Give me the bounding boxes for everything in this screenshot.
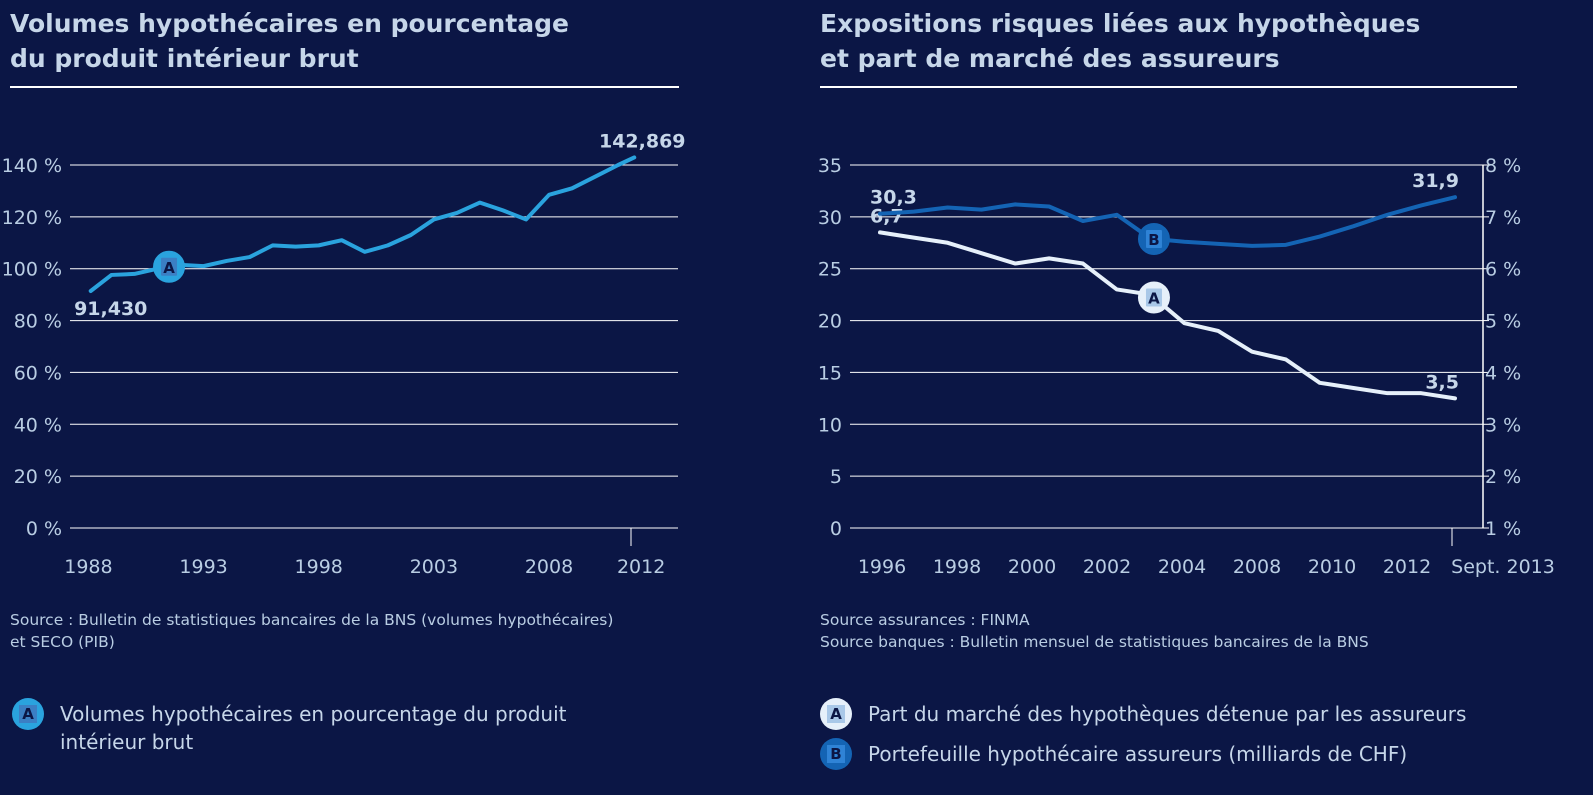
left-series-badge-a-box xyxy=(161,257,178,276)
left-y-tick-label: 0 % xyxy=(26,518,62,540)
left-y-tick-label: 100 % xyxy=(2,259,62,281)
right-legend-badge-letter: A xyxy=(827,705,845,723)
right-x-tick-label: 2008 xyxy=(1233,556,1281,578)
left-end-value-label: 142,869 xyxy=(599,130,686,152)
left-legend-badge-a: A xyxy=(12,698,44,730)
left-source-text: Source : Bulletin de statistiques bancai… xyxy=(10,611,614,651)
right-left-axis-tick-label: 10 xyxy=(818,414,842,436)
right-start-value-label: 30,3 xyxy=(870,187,917,209)
left-legend-text: Volumes hypothécaires en pourcentage du … xyxy=(60,702,567,754)
left-start-value-label: 91,430 xyxy=(74,298,147,320)
right-right-axis-tick-label: 1 % xyxy=(1485,518,1521,540)
right-x-tick-label: 2002 xyxy=(1083,556,1131,578)
right-x-tick-label: 2012 xyxy=(1383,556,1431,578)
left-x-tick-label: 2008 xyxy=(525,556,573,578)
left-series-badge-a: A xyxy=(153,250,186,283)
left-x-tick-label: 2003 xyxy=(410,556,458,578)
right-x-tick-label: 2004 xyxy=(1158,556,1206,578)
right-legend-badge-a: A xyxy=(820,698,852,730)
right-left-axis-tick-label: 15 xyxy=(818,362,842,384)
right-series-badge-b-box xyxy=(1145,229,1162,248)
right-legend-text: Part du marché des hypothèques détenue p… xyxy=(868,702,1467,726)
left-x-tick-label: 2012 xyxy=(617,556,665,578)
left-x-tick-labels: 1988 1993 1998 2003 2008 2012 xyxy=(64,556,665,578)
right-right-axis-tick-label: 8 % xyxy=(1485,155,1521,177)
right-x-tick-label: Sept. 2013 xyxy=(1451,556,1555,578)
left-legend-badge-letter: A xyxy=(19,705,37,723)
right-legend-item: B Portefeuille hypothécaire assureurs (mi… xyxy=(820,738,1408,770)
right-left-axis-tick-label: 5 xyxy=(830,466,842,488)
right-legend-text: Portefeuille hypothécaire assureurs (mil… xyxy=(868,742,1408,766)
left-x-tick-label: 1998 xyxy=(295,556,343,578)
right-left-axis-tick-label: 30 xyxy=(818,207,842,229)
left-y-tick-label: 80 % xyxy=(14,311,62,333)
right-left-axis-tick-label: 20 xyxy=(818,311,842,333)
left-y-tick-label: 40 % xyxy=(14,414,62,436)
right-series-badge-a-letter: A xyxy=(1148,289,1160,307)
right-legend-badge-letter: B xyxy=(827,745,845,763)
right-x-tick-label: 1996 xyxy=(858,556,906,578)
right-end-value-label: 31,9 xyxy=(1412,170,1459,192)
left-series: 91,430 142,869 A xyxy=(74,130,685,320)
left-x-tick-label: 1988 xyxy=(64,556,112,578)
right-right-axis-tick-label: 4 % xyxy=(1485,362,1521,384)
right-right-axis-tick-label: 6 % xyxy=(1485,259,1521,281)
right-right-axis-tick-label: 7 % xyxy=(1485,207,1521,229)
right-series-badge-a: A xyxy=(1137,281,1170,314)
left-y-tick-labels: 0 % 20 % 40 % 60 % 80 % 100 % 120 % 140 % xyxy=(2,155,62,540)
right-x-tick-labels: 1996 1998 2000 2002 2004 2008 2010 2012 Sept. 20… xyxy=(858,556,1555,578)
right-left-axis-tick-label: 35 xyxy=(818,155,842,177)
right-series-badge-b-letter: B xyxy=(1148,231,1159,249)
right-x-tick-label: 2000 xyxy=(1008,556,1056,578)
left-y-tick-label: 120 % xyxy=(2,207,62,229)
right-chart-title: Expositions risques liées aux hypothèque… xyxy=(820,9,1421,73)
left-y-tick-label: 140 % xyxy=(2,155,62,177)
right-right-axis-tick-label: 2 % xyxy=(1485,466,1521,488)
right-series-line-a xyxy=(878,230,1457,401)
right-x-tick-label: 1998 xyxy=(933,556,981,578)
right-series-badge-b: B xyxy=(1137,222,1170,255)
left-title-rule xyxy=(10,86,679,88)
right-legend-item: A Part du marché des hypothèques détenue … xyxy=(820,698,1467,730)
left-source-note: Source : Bulletin de statistiques bancai… xyxy=(10,609,613,653)
right-x-tick-label: 2010 xyxy=(1308,556,1356,578)
right-title-rule xyxy=(820,86,1517,88)
left-y-tick-label: 20 % xyxy=(14,466,62,488)
left-y-tick-label: 60 % xyxy=(14,362,62,384)
left-chart-title: Volumes hypothécaires en pourcentage du … xyxy=(10,9,570,73)
left-series-badge-a-letter: A xyxy=(163,259,175,277)
right-end-value-label: 3,5 xyxy=(1425,371,1459,393)
right-left-axis-tick-label: 25 xyxy=(818,259,842,281)
right-left-axis-tick-label: 0 xyxy=(830,518,842,540)
right-right-axis-tick-label: 3 % xyxy=(1485,414,1521,436)
right-legend-badge-b: B xyxy=(820,738,852,770)
right-source-text: Source assurances : FINMA Source banques… xyxy=(820,611,1369,651)
right-right-axis-tick-label: 5 % xyxy=(1485,311,1521,333)
left-x-tick-label: 1993 xyxy=(179,556,227,578)
right-y-tick-labels: 0 5 10 15 20 25 30 35 1 % 2 % 3 % 4 % 5 % 6 % 7 % 8 % xyxy=(818,155,1521,540)
left-legend-item: A Volumes hypothécaires en pourcentage du… xyxy=(12,698,567,756)
right-series-badge-a-box xyxy=(1145,288,1162,307)
right-source-note: Source assurances : FINMA Source banques… xyxy=(820,609,1369,653)
right-axes xyxy=(850,164,1489,546)
